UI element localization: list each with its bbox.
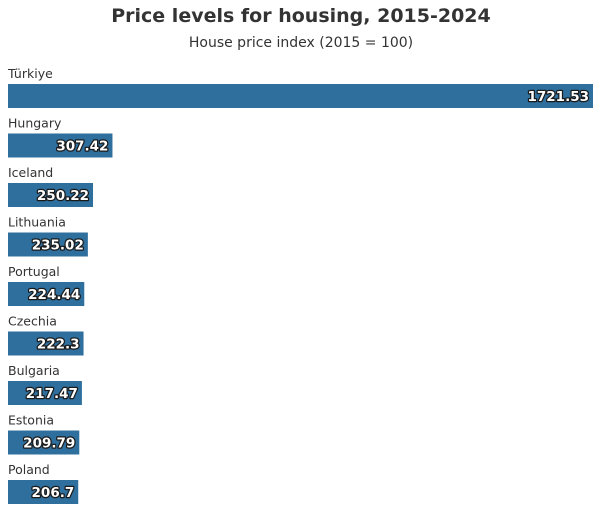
bar[interactable] bbox=[8, 183, 94, 207]
bar-value-label: 222.3 bbox=[37, 337, 80, 353]
bar-value-label: 209.79 bbox=[23, 436, 75, 452]
category-label: Bulgaria bbox=[8, 363, 60, 378]
bar[interactable] bbox=[8, 480, 79, 504]
category-label: Portugal bbox=[8, 264, 60, 279]
category-label: Estonia bbox=[8, 413, 54, 428]
bar[interactable] bbox=[8, 430, 80, 455]
bar[interactable] bbox=[8, 282, 85, 306]
category-label: Hungary bbox=[8, 116, 62, 131]
bar-value-label: 307.42 bbox=[56, 139, 108, 155]
bar-value-label: 235.02 bbox=[32, 238, 84, 254]
bar[interactable] bbox=[8, 84, 593, 108]
bar-value-label: 250.22 bbox=[37, 188, 89, 204]
bar-value-label: 224.44 bbox=[28, 287, 80, 303]
category-label: Iceland bbox=[8, 165, 53, 180]
bar[interactable] bbox=[8, 381, 82, 405]
category-label: Poland bbox=[8, 462, 50, 477]
category-label: Türkiye bbox=[7, 66, 53, 81]
category-label: Lithuania bbox=[8, 215, 66, 230]
bar-value-label: 1721.53 bbox=[528, 89, 590, 105]
bar[interactable] bbox=[8, 232, 88, 257]
bar[interactable] bbox=[8, 133, 113, 158]
bar-value-label: 206.7 bbox=[32, 485, 75, 501]
bar[interactable] bbox=[8, 331, 84, 356]
bar-value-label: 217.47 bbox=[26, 386, 78, 402]
chart-title: Price levels for housing, 2015-2024 bbox=[111, 5, 491, 27]
chart-subtitle: House price index (2015 = 100) bbox=[188, 35, 414, 51]
category-label: Czechia bbox=[8, 314, 57, 329]
